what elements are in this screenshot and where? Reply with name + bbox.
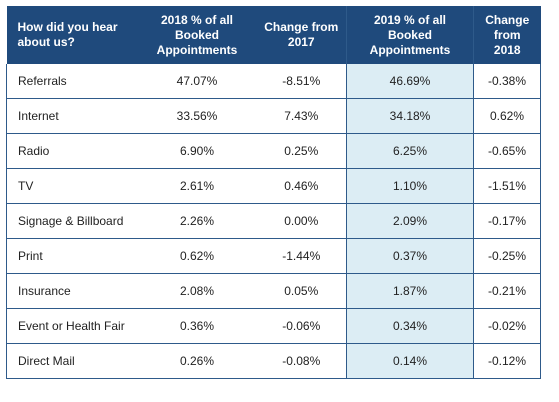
cell-change-2017: -1.44% (256, 238, 347, 274)
cell-source: Direct Mail (6, 343, 138, 379)
cell-pct-2018: 2.08% (137, 273, 257, 309)
cell-change-2018: -0.17% (473, 203, 541, 239)
cell-change-2018: -0.02% (473, 308, 541, 344)
table-row: TV 2.61% 0.46% 1.10% -1.51% (6, 168, 541, 204)
header-pct-2019: 2019 % of all Booked Appointments (346, 6, 474, 64)
cell-change-2018: -0.12% (473, 343, 541, 379)
table-row: Insurance 2.08% 0.05% 1.87% -0.21% (6, 273, 541, 309)
cell-pct-2019: 0.14% (346, 343, 474, 379)
cell-change-2018: 0.62% (473, 98, 541, 134)
cell-source: TV (6, 168, 138, 204)
cell-pct-2019: 6.25% (346, 133, 474, 169)
cell-change-2017: 7.43% (256, 98, 347, 134)
cell-pct-2018: 47.07% (137, 64, 257, 99)
table-body: Referrals 47.07% -8.51% 46.69% -0.38% Interne… (6, 64, 541, 379)
table-row: Signage & Billboard 2.26% 0.00% 2.09% -0.17% (6, 203, 541, 239)
header-change-2017: Change from 2017 (256, 6, 347, 64)
cell-pct-2018: 0.62% (137, 238, 257, 274)
cell-pct-2019: 1.10% (346, 168, 474, 204)
cell-change-2018: -0.21% (473, 273, 541, 309)
cell-pct-2019: 2.09% (346, 203, 474, 239)
cell-change-2018: -0.38% (473, 64, 541, 99)
cell-source: Signage & Billboard (6, 203, 138, 239)
cell-pct-2018: 0.36% (137, 308, 257, 344)
cell-source: Event or Health Fair (6, 308, 138, 344)
table-row: Event or Health Fair 0.36% -0.06% 0.34% -0.0… (6, 308, 541, 344)
cell-source: Insurance (6, 273, 138, 309)
table-row: Referrals 47.07% -8.51% 46.69% -0.38% (6, 64, 541, 99)
cell-pct-2018: 0.26% (137, 343, 257, 379)
cell-change-2018: -0.25% (473, 238, 541, 274)
cell-pct-2019: 46.69% (346, 64, 474, 99)
cell-pct-2019: 1.87% (346, 273, 474, 309)
cell-source: Print (6, 238, 138, 274)
header-pct-2018: 2018 % of all Booked Appointments (137, 6, 257, 64)
cell-pct-2019: 34.18% (346, 98, 474, 134)
cell-change-2017: 0.25% (256, 133, 347, 169)
table-row: Radio 6.90% 0.25% 6.25% -0.65% (6, 133, 541, 169)
cell-pct-2018: 6.90% (137, 133, 257, 169)
header-source: How did you hear about us? (6, 6, 138, 64)
cell-change-2017: 0.46% (256, 168, 347, 204)
table-row: Internet 33.56% 7.43% 34.18% 0.62% (6, 98, 541, 134)
header-row: How did you hear about us? 2018 % of all… (6, 6, 541, 64)
table-row: Direct Mail 0.26% -0.08% 0.14% -0.12% (6, 343, 541, 379)
cell-change-2017: 0.05% (256, 273, 347, 309)
cell-source: Internet (6, 98, 138, 134)
cell-change-2017: -8.51% (256, 64, 347, 99)
cell-change-2018: -1.51% (473, 168, 541, 204)
cell-pct-2018: 2.26% (137, 203, 257, 239)
header-change-2018: Change from 2018 (473, 6, 541, 64)
cell-pct-2019: 0.37% (346, 238, 474, 274)
cell-source: Radio (6, 133, 138, 169)
table-row: Print 0.62% -1.44% 0.37% -0.25% (6, 238, 541, 274)
cell-change-2018: -0.65% (473, 133, 541, 169)
cell-pct-2018: 33.56% (137, 98, 257, 134)
cell-pct-2019: 0.34% (346, 308, 474, 344)
cell-pct-2018: 2.61% (137, 168, 257, 204)
cell-source: Referrals (6, 64, 138, 99)
cell-change-2017: -0.06% (256, 308, 347, 344)
cell-change-2017: 0.00% (256, 203, 347, 239)
cell-change-2017: -0.08% (256, 343, 347, 379)
referral-source-table: How did you hear about us? 2018 % of all… (6, 6, 541, 379)
